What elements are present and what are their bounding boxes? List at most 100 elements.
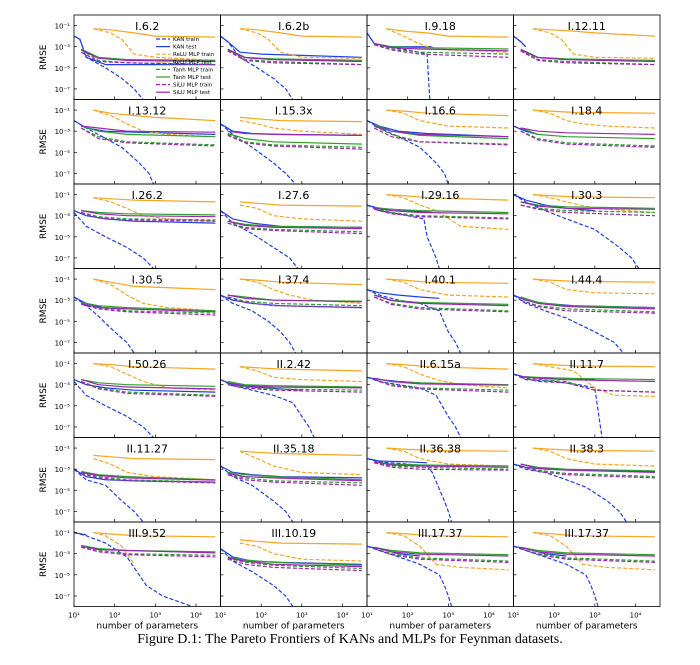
y-tick-label: 10⁻⁵ <box>55 403 71 411</box>
line-relu-mlp-train <box>239 204 362 222</box>
panel-title: II.6.15a <box>420 358 461 371</box>
line-silu-mlp-train <box>227 134 362 150</box>
x-tick-label: 10³ <box>442 612 454 620</box>
x-tick-label: 10³ <box>296 612 308 620</box>
panel-28: III.17.37 10¹ 10² 10³ 10⁴ number of parameter… <box>508 521 661 631</box>
panel-17: I.50.26 10⁻¹ 10⁻³ 10⁻⁵ 10⁻⁷ RMSE <box>39 352 221 438</box>
line-silu-mlp-test <box>81 210 216 218</box>
panel-lines <box>74 454 216 522</box>
panel-lines <box>220 201 362 269</box>
line-kan-train <box>74 381 154 438</box>
y-axis-label: RMSE <box>39 551 49 577</box>
y-tick-label: 10⁻⁷ <box>55 593 71 601</box>
panel-25: III.9.52 10⁻¹ 10⁻³ 10⁻⁵ 10⁻⁷ 10¹ 10² 10³ 10⁴ RMSE… <box>39 521 221 630</box>
line-relu-mlp-train <box>532 447 655 467</box>
panel-title: II.11.27 <box>127 443 168 456</box>
line-silu-mlp-test <box>227 472 362 482</box>
line-relu-mlp-test <box>386 109 509 117</box>
line-tanh-mlp-test <box>374 206 509 214</box>
line-silu-mlp-train <box>520 299 655 314</box>
panel-title: I.29.16 <box>421 189 459 202</box>
y-tick-label: 10⁻³ <box>55 213 71 221</box>
panel-11: I.29.16 <box>366 183 514 269</box>
line-kan-train <box>367 376 462 438</box>
panel-lines <box>367 532 509 607</box>
legend-label-kan-train: KAN train <box>173 37 199 43</box>
line-kan-train <box>220 294 297 353</box>
panel-title: III.17.37 <box>418 527 463 540</box>
line-kan-train <box>367 120 449 184</box>
line-relu-mlp-train <box>532 278 655 295</box>
line-relu-mlp-test <box>386 363 509 370</box>
line-silu-mlp-test <box>374 294 509 307</box>
line-relu-mlp-train <box>386 363 509 389</box>
line-relu-mlp-test <box>93 532 216 538</box>
line-kan-train <box>513 194 640 269</box>
line-relu-mlp-train <box>386 532 509 571</box>
line-tanh-mlp-train <box>227 222 362 233</box>
line-silu-mlp-test <box>374 207 509 215</box>
line-kan-train <box>74 212 154 269</box>
panel-20: II.11.7 <box>513 352 661 438</box>
panel-26: III.10.19 10¹ 10² 10³ 10⁴ number of parameter… <box>215 521 368 630</box>
line-tanh-mlp-train <box>374 462 509 470</box>
y-axis-label: RMSE <box>39 382 49 408</box>
panel-lines <box>367 278 509 353</box>
line-relu-mlp-test <box>386 447 509 452</box>
line-silu-mlp-train <box>520 548 655 563</box>
line-relu-mlp-test <box>386 278 509 284</box>
legend-label-kan-test: KAN test <box>173 45 198 51</box>
line-relu-mlp-test <box>239 116 362 123</box>
line-relu-mlp-test <box>239 201 362 207</box>
line-silu-mlp-test <box>520 127 655 135</box>
line-relu-mlp-test <box>239 450 362 456</box>
line-relu-mlp-train <box>239 120 362 135</box>
y-tick-label: 10⁻¹ <box>55 23 71 31</box>
line-tanh-mlp-test <box>520 48 655 61</box>
line-tanh-mlp-train <box>227 133 362 148</box>
line-kan-test <box>74 379 216 393</box>
line-silu-mlp-test <box>227 130 362 136</box>
y-tick-label: 10⁻¹ <box>55 445 71 453</box>
x-tick-label: 10⁴ <box>337 612 349 620</box>
panel-lines <box>513 447 655 522</box>
x-axis-label: number of parameters <box>389 622 491 631</box>
panel-lines <box>74 28 216 100</box>
y-tick-label: 10⁻⁷ <box>55 339 71 347</box>
line-silu-mlp-test <box>81 125 216 133</box>
panel-lines <box>220 116 362 184</box>
y-axis-label: RMSE <box>39 129 49 155</box>
line-relu-mlp-test <box>532 28 655 37</box>
line-kan-train <box>513 463 627 522</box>
pareto-figure: I.6.2 10⁻¹ 10⁻³ 10⁻⁵ 10⁻⁷ RMSE KAN train KAN te… <box>39 14 661 631</box>
panel-title: III.10.19 <box>271 527 316 540</box>
line-relu-mlp-train <box>239 542 362 562</box>
x-axis-label: number of parameters <box>536 622 638 631</box>
panel-title: II.11.7 <box>570 358 604 371</box>
line-relu-mlp-train <box>386 109 509 129</box>
panel-title: I.44.4 <box>571 274 602 287</box>
line-silu-mlp-test <box>520 49 655 63</box>
panel-22: II.35.18 <box>220 437 368 523</box>
line-kan-train <box>220 123 296 184</box>
line-silu-mlp-test <box>374 125 509 138</box>
panel-title: I.40.1 <box>425 274 456 287</box>
legend-label-relu-mlp-test: ReLU MLP test <box>173 60 213 66</box>
panel-lines <box>220 450 362 522</box>
line-kan-test <box>367 458 428 464</box>
panel-lines <box>74 532 216 607</box>
panel-title: II.36.38 <box>420 443 461 456</box>
y-axis-label: RMSE <box>39 298 49 324</box>
line-relu-mlp-train <box>386 194 509 230</box>
panel-24: II.38.3 <box>513 437 661 523</box>
panel-lines <box>220 28 362 100</box>
x-tick-label: 10¹ <box>361 612 373 620</box>
line-tanh-mlp-test <box>520 296 655 309</box>
line-silu-mlp-train <box>373 296 509 313</box>
line-kan-train <box>367 458 453 522</box>
line-silu-mlp-test <box>81 545 216 554</box>
y-tick-label: 10⁻¹ <box>55 361 71 369</box>
panel-lines <box>74 197 216 269</box>
y-axis-label: RMSE <box>39 467 49 493</box>
line-silu-mlp-test <box>80 49 216 63</box>
